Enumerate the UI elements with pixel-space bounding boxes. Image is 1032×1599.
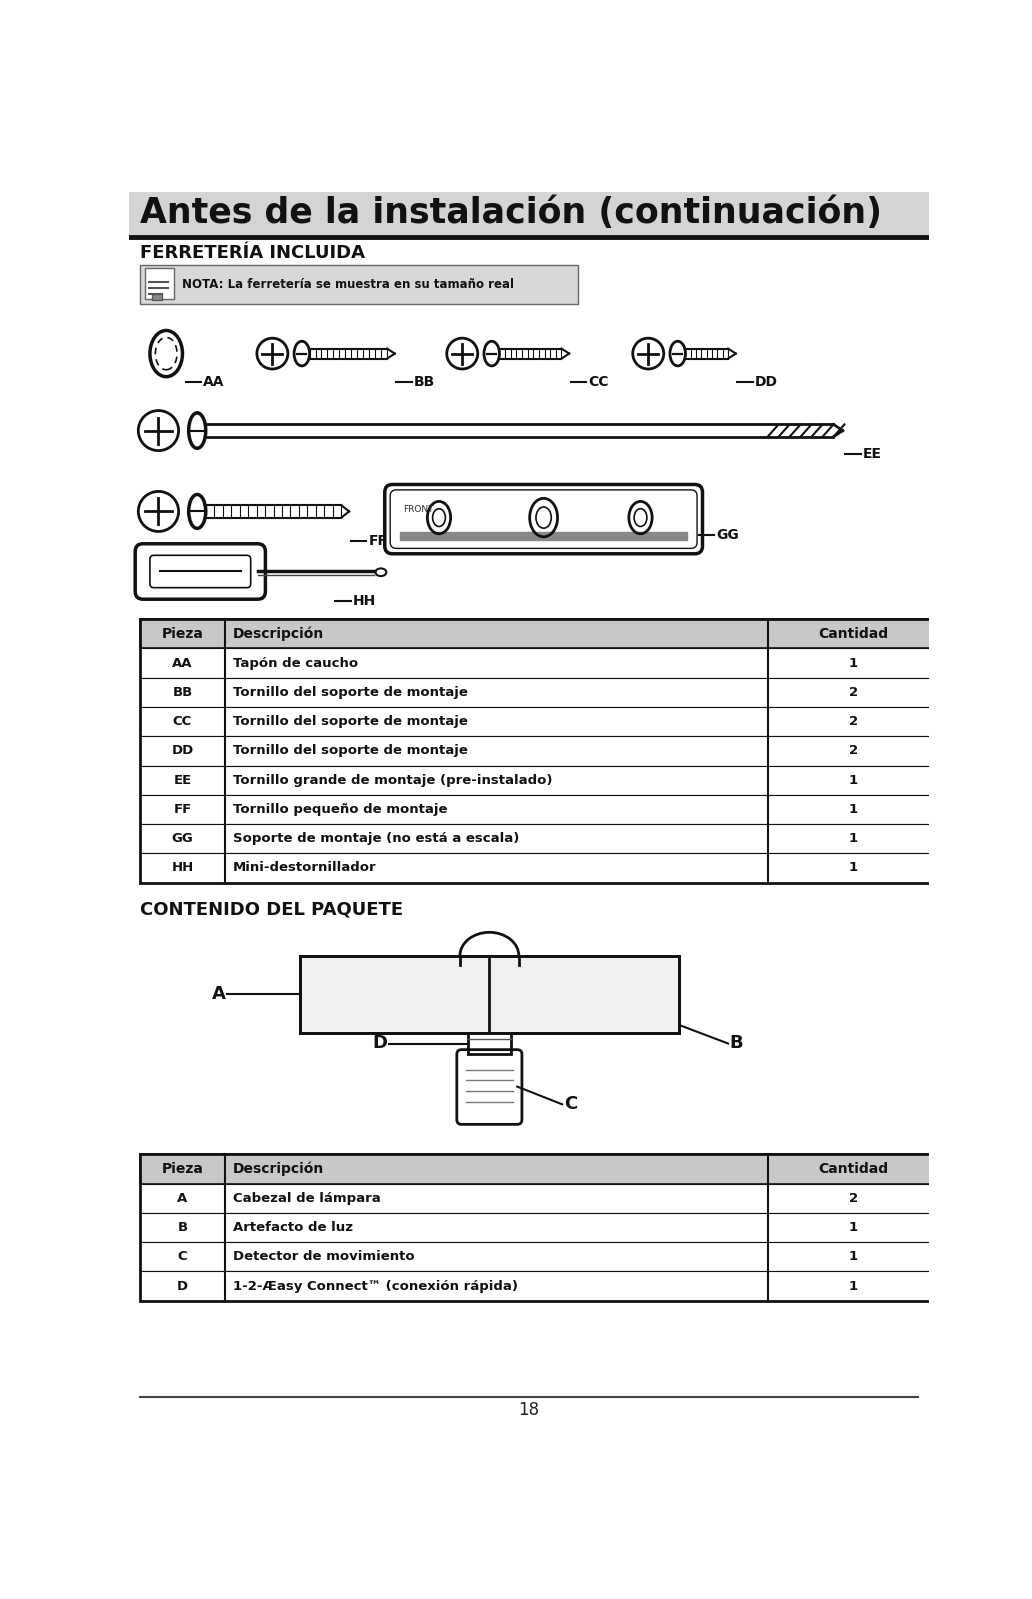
Text: Tornillo del soporte de montaje: Tornillo del soporte de montaje [233,745,467,758]
Bar [140,619,940,883]
Text: 2: 2 [849,715,859,728]
Text: Tapón de caucho: Tapón de caucho [233,657,358,670]
Text: FF: FF [173,803,192,815]
Text: 1: 1 [849,1222,859,1234]
Bar [140,1154,940,1300]
Text: 2: 2 [849,686,859,699]
Text: Soporte de montaje (no está a escala): Soporte de montaje (no está a escala) [233,831,519,846]
Text: Detector de movimiento: Detector de movimiento [233,1250,415,1263]
Text: Cantidad: Cantidad [818,1162,889,1175]
Text: GG: GG [716,528,739,542]
Text: FERRETERÍA INCLUIDA: FERRETERÍA INCLUIDA [140,245,365,262]
Bar [140,678,940,707]
Bar [299,956,679,1033]
Text: Descripción: Descripción [233,627,324,641]
Text: HH: HH [353,593,377,608]
Text: 1: 1 [849,657,859,670]
Text: A: A [178,1191,188,1204]
Text: EE: EE [173,774,192,787]
Text: Cabezal de lámpara: Cabezal de lámpara [233,1191,381,1204]
Bar [140,795,940,823]
Text: CC: CC [172,715,192,728]
Text: 2: 2 [849,745,859,758]
Text: CONTENIDO DEL PAQUETE: CONTENIDO DEL PAQUETE [140,900,402,918]
Text: C: C [563,1095,577,1113]
Text: Tornillo del soporte de montaje: Tornillo del soporte de montaje [233,715,467,728]
Text: FRONT: FRONT [404,505,433,513]
Bar [140,1154,940,1183]
Text: Pieza: Pieza [162,1162,203,1175]
Text: 1: 1 [849,803,859,815]
Bar [144,269,174,299]
Text: 1: 1 [849,862,859,875]
Text: 18: 18 [518,1401,540,1418]
Text: DD: DD [171,745,194,758]
Text: Descripción: Descripción [233,1162,324,1177]
Text: BB: BB [414,376,436,389]
Text: 1-2-Æasy Connect™ (conexión rápida): 1-2-Æasy Connect™ (conexión rápida) [233,1279,518,1292]
Text: CC: CC [588,376,609,389]
Text: BB: BB [172,686,193,699]
Text: A: A [212,985,226,1003]
Text: Antes de la instalación (continuación): Antes de la instalación (continuación) [140,195,882,230]
Text: B: B [730,1035,743,1052]
Text: AA: AA [172,657,193,670]
Bar [140,766,940,795]
Text: 1: 1 [849,1250,859,1263]
Bar [140,1271,940,1300]
Text: 1: 1 [849,831,859,846]
Text: 2: 2 [849,1191,859,1204]
Text: Tornillo del soporte de montaje: Tornillo del soporte de montaje [233,686,467,699]
Text: Artefacto de luz: Artefacto de luz [233,1222,353,1234]
Bar [140,619,940,649]
Bar [129,192,929,233]
Text: D: D [373,1035,387,1052]
Text: D: D [176,1279,188,1292]
Text: EE: EE [863,446,882,461]
Text: Tornillo pequeño de montaje: Tornillo pequeño de montaje [233,803,447,815]
Bar [153,294,162,301]
Text: AA: AA [203,376,225,389]
Text: 1: 1 [849,774,859,787]
Text: GG: GG [171,831,193,846]
Bar [140,1183,940,1214]
Bar [140,736,940,766]
Bar [140,649,940,678]
Bar [400,532,687,540]
Bar [140,854,940,883]
Text: HH: HH [171,862,194,875]
Bar [140,265,578,304]
Text: NOTA: La ferretería se muestra en su tamaño real: NOTA: La ferretería se muestra en su tam… [182,278,514,291]
Text: C: C [178,1250,187,1263]
Text: Tornillo grande de montaje (pre-instalado): Tornillo grande de montaje (pre-instalad… [233,774,552,787]
Bar [140,707,940,736]
Text: 1: 1 [849,1279,859,1292]
Text: B: B [178,1222,188,1234]
Text: FF: FF [368,534,387,548]
Bar [469,1033,511,1054]
Text: Mini-destornillador: Mini-destornillador [233,862,377,875]
Text: DD: DD [755,376,778,389]
Text: Pieza: Pieza [162,627,203,641]
Bar [140,1242,940,1271]
Text: Cantidad: Cantidad [818,627,889,641]
Bar [140,823,940,854]
Bar [140,1214,940,1242]
